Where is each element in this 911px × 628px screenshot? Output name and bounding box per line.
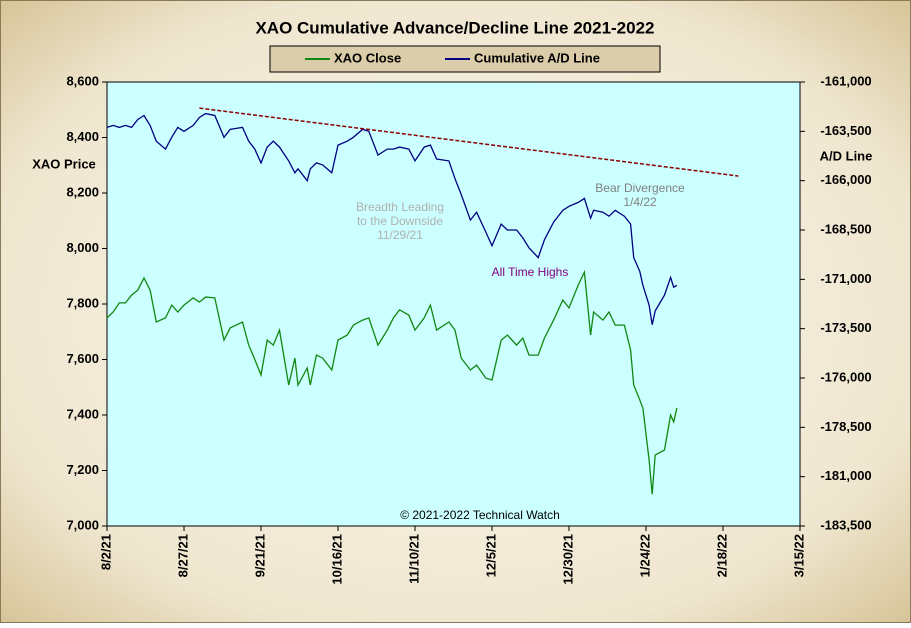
legend-label: XAO Close [334, 50, 401, 65]
annotation: 11/29/21 [377, 228, 423, 242]
y2-tick-label: -168,500 [820, 221, 871, 236]
annotation: Bear Divergence [595, 181, 685, 195]
x-tick-label: 8/2/21 [98, 534, 113, 570]
y2-tick-label: -176,000 [820, 369, 871, 384]
y-tick-label: 7,000 [66, 517, 99, 532]
chart-title: XAO Cumulative Advance/Decline Line 2021… [255, 18, 654, 37]
series-line [106, 269, 678, 495]
y2-tick-label: -166,000 [820, 172, 871, 187]
y2-axis-label: A/D Line [820, 148, 873, 163]
y-tick-label: 8,400 [66, 129, 99, 144]
y2-tick-label: -181,000 [820, 468, 871, 483]
annotation: to the Downside [357, 214, 443, 228]
y2-tick-label: -163,500 [820, 123, 871, 138]
y-tick-label: 7,200 [66, 462, 99, 477]
legend-label: Cumulative A/D Line [474, 50, 600, 65]
annotation: © 2021-2022 Technical Watch [400, 508, 560, 522]
x-tick-label: 1/24/22 [637, 534, 652, 577]
y2-tick-label: -161,000 [820, 73, 871, 88]
y2-tick-label: -178,500 [820, 419, 871, 434]
y-tick-label: 8,600 [66, 73, 99, 88]
annotation: Breadth Leading [356, 200, 444, 214]
x-tick-label: 10/16/21 [329, 534, 344, 585]
x-tick-label: 2/18/22 [714, 534, 729, 577]
x-tick-label: 8/27/21 [175, 534, 190, 577]
annotation: All Time Highs [492, 265, 569, 279]
x-tick-label: 9/21/21 [252, 534, 267, 577]
y-tick-label: 7,600 [66, 351, 99, 366]
y-axis-label: XAO Price [32, 156, 96, 171]
x-tick-label: 3/15/22 [791, 534, 806, 577]
y-tick-label: 8,200 [66, 184, 99, 199]
y2-tick-label: -173,500 [820, 320, 871, 335]
y2-tick-label: -171,000 [820, 271, 871, 286]
x-tick-label: 12/5/21 [483, 534, 498, 577]
x-tick-label: 11/10/21 [406, 534, 421, 584]
trend-line [199, 107, 739, 177]
plot-area [106, 81, 801, 527]
series-line [106, 112, 678, 325]
x-tick-label: 12/30/21 [560, 534, 575, 585]
y-tick-label: 7,800 [66, 295, 99, 310]
y-tick-label: 7,400 [66, 406, 99, 421]
y-tick-label: 8,000 [66, 240, 99, 255]
y2-tick-label: -183,500 [820, 517, 871, 532]
annotation: 1/4/22 [623, 195, 657, 209]
